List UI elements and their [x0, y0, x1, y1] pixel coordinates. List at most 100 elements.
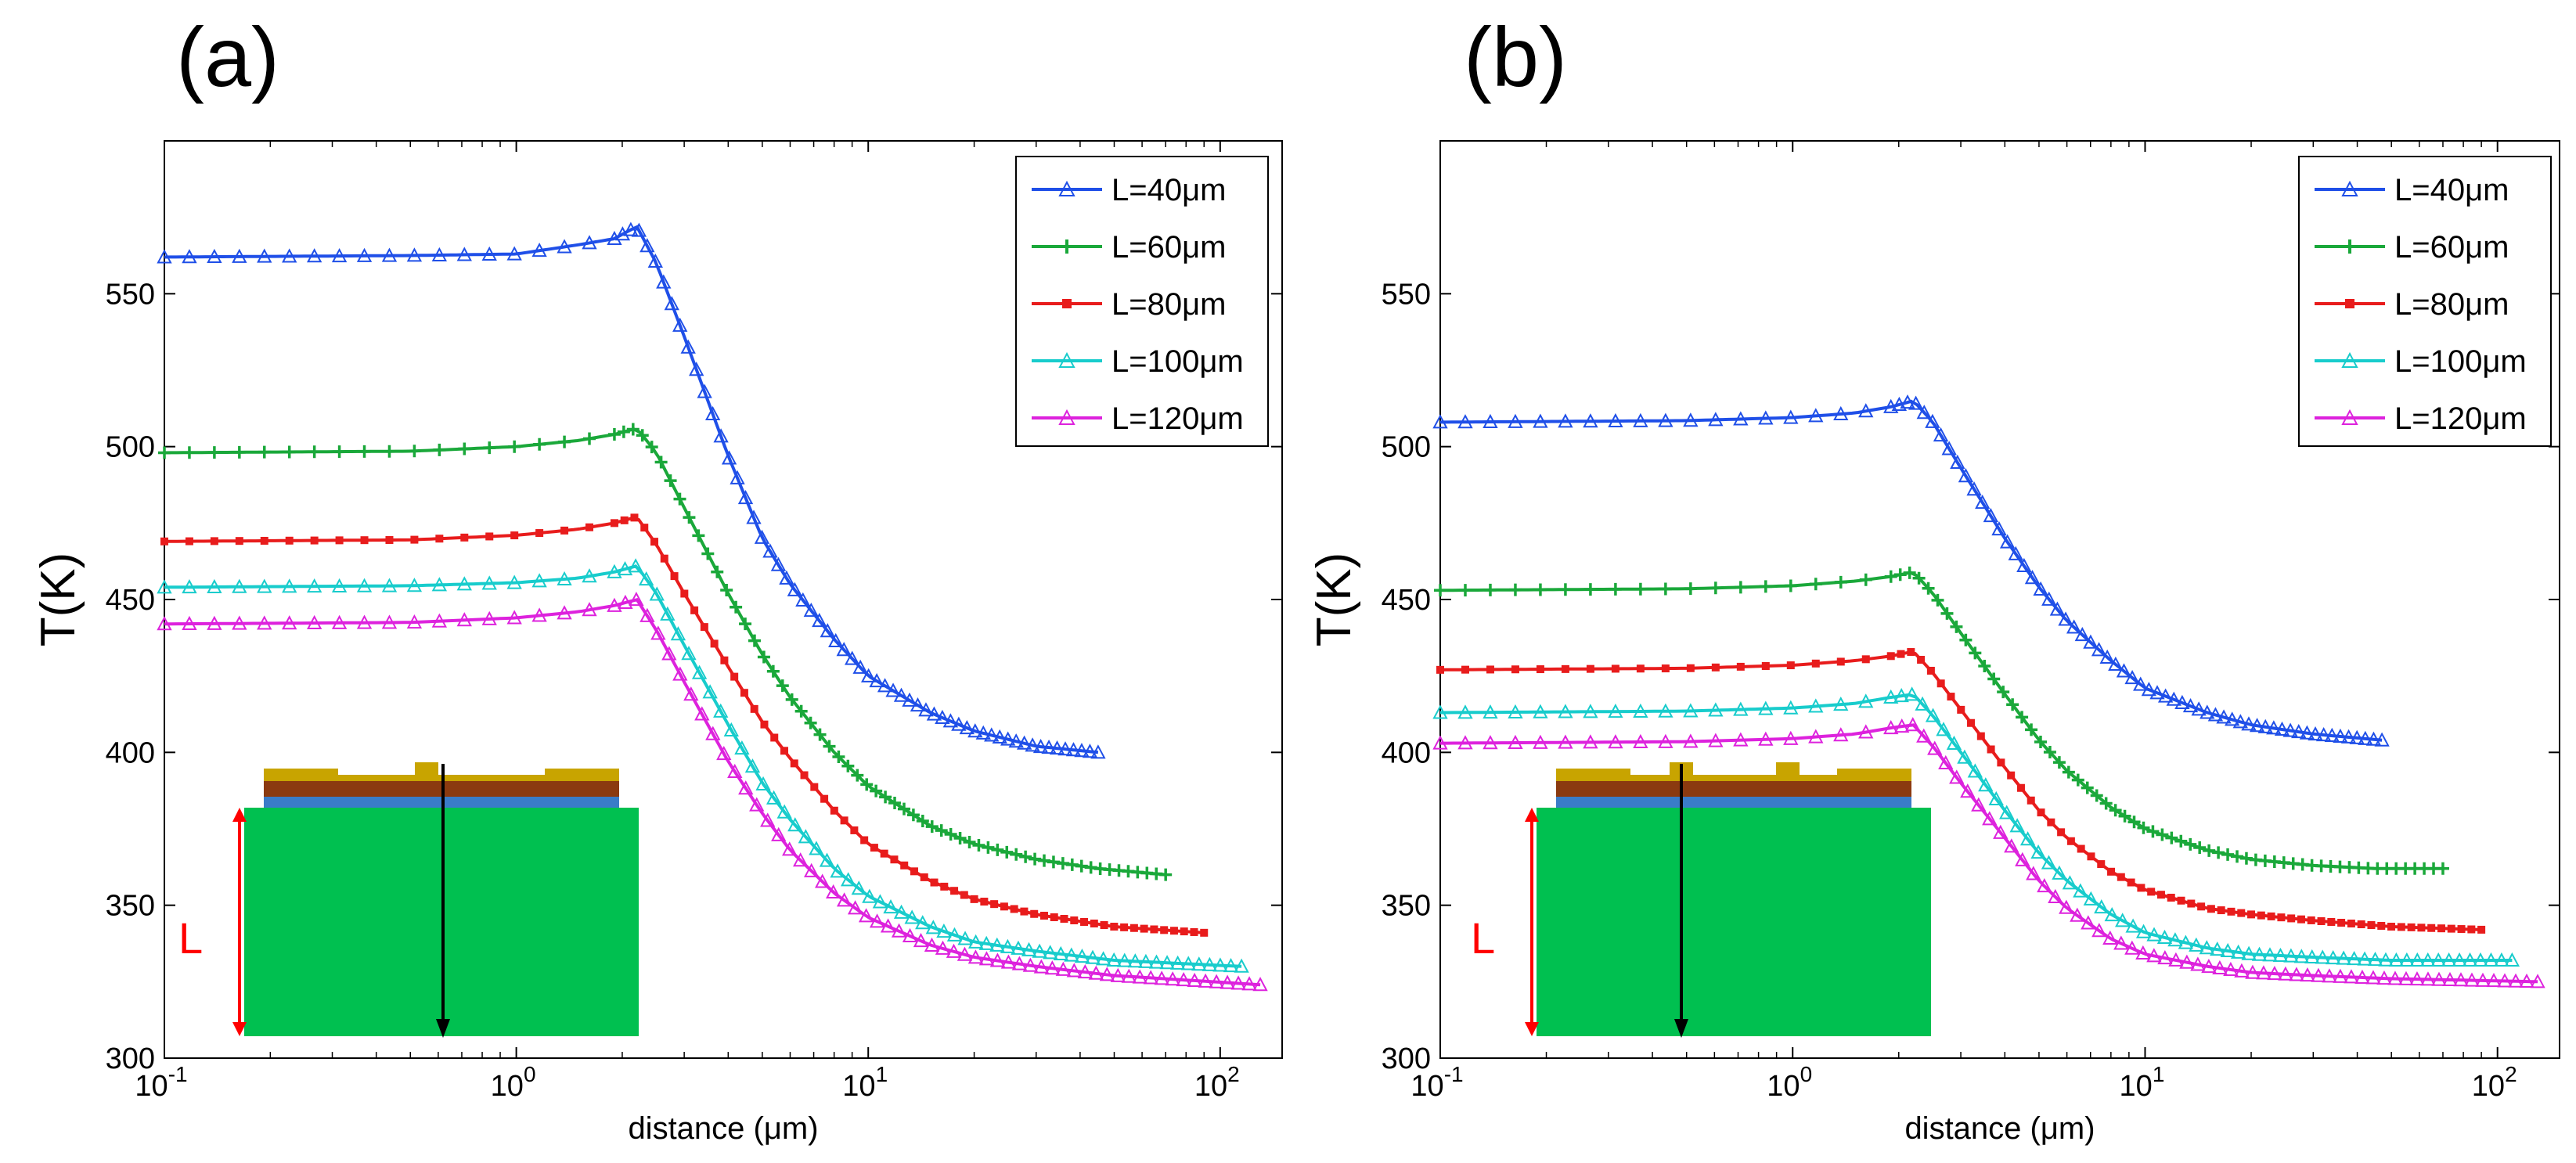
p0-series-marker — [716, 745, 732, 761]
p0-series-marker — [1053, 945, 1068, 960]
p0-series-marker — [639, 607, 655, 622]
p0-series-marker — [1110, 922, 1119, 931]
p0-series-marker — [535, 529, 544, 538]
p0-series-marker — [531, 573, 547, 588]
p0-legend-label: L=60μm — [1111, 230, 1226, 265]
p1-y-tick-label: 550 — [1382, 278, 1431, 311]
p0-legend-marker — [1058, 409, 1075, 425]
p0-series-marker — [953, 832, 967, 845]
p0-series-marker — [381, 247, 398, 262]
p0-series-marker — [810, 783, 819, 791]
p0-legend-marker — [1060, 239, 1074, 254]
p0-series-marker — [257, 248, 272, 263]
p0-series-marker — [1106, 952, 1122, 967]
p1-series-marker — [1508, 734, 1523, 750]
p0-series-marker — [431, 613, 448, 628]
p0-series-marker — [1200, 928, 1209, 937]
p1-series-marker — [2156, 828, 2169, 841]
p1-series-marker — [1533, 413, 1548, 428]
p1-series-marker — [2530, 974, 2545, 988]
p0-series-marker — [950, 887, 959, 895]
p1-series-marker — [2073, 883, 2088, 898]
p1-inset-l-arrowhead-bottom — [1525, 1022, 1539, 1036]
p1-series-marker — [1434, 584, 1447, 597]
p1-series-marker — [2315, 726, 2332, 742]
p0-series-marker — [582, 602, 597, 617]
p1-series-marker — [1925, 708, 1941, 722]
p1-series-marker — [2249, 718, 2265, 733]
p1-series-marker — [2262, 947, 2278, 962]
p0-series-marker — [306, 614, 322, 630]
p1-series-marker — [1936, 722, 1951, 736]
p0-series-marker — [1057, 741, 1073, 756]
p0-series-marker — [360, 536, 369, 545]
p1-series-marker — [2486, 973, 2502, 988]
p1-series-marker — [2227, 907, 2236, 916]
p0-series-marker — [630, 513, 639, 522]
p0-series-marker — [787, 817, 803, 832]
p0-series-marker — [1021, 942, 1037, 956]
p0-series-marker — [746, 509, 762, 524]
p1-series-marker — [2241, 716, 2257, 731]
p1-series-marker — [2293, 949, 2310, 963]
p1-series-marker — [1969, 646, 1982, 660]
p0-series-marker — [1000, 731, 1016, 746]
p1-series-marker — [2141, 682, 2157, 697]
p1-series-marker — [2146, 927, 2162, 942]
p1-series-marker — [2365, 970, 2381, 985]
p0-series-marker — [506, 246, 522, 261]
p1-x-tick-label: 10-1 — [1410, 1062, 1463, 1103]
p1-series-marker — [1833, 727, 1849, 742]
p1-series-marker — [2052, 756, 2066, 769]
p0-series-marker — [1047, 855, 1060, 869]
p1-series-marker — [2207, 905, 2215, 913]
p0-series-marker — [701, 547, 715, 560]
p1-series-marker — [2124, 940, 2140, 955]
p0-series-marker — [531, 243, 547, 257]
p1-series-marker — [2304, 949, 2320, 964]
p0-series-marker — [862, 888, 877, 903]
p0-series-marker — [879, 790, 892, 804]
p1-series-marker — [1558, 734, 1573, 749]
p0-series-marker — [727, 763, 743, 778]
p0-series-marker — [877, 678, 893, 693]
p1-series-marker — [2453, 972, 2469, 987]
p1-series-marker — [1483, 583, 1497, 596]
p0-series-marker — [1019, 850, 1032, 863]
p0-series-3 — [157, 558, 1249, 973]
p0-legend-box — [1015, 156, 1269, 447]
p1-series-marker — [2009, 818, 2025, 833]
p1-series-marker — [2398, 970, 2414, 985]
p1-series-marker — [2047, 818, 2055, 826]
p0-series-marker — [385, 535, 394, 544]
p1-series-marker — [2397, 923, 2405, 931]
p0-series-marker — [1077, 964, 1093, 979]
p1-series-marker — [1927, 740, 1943, 755]
p0-series-marker — [984, 727, 1000, 742]
p0-series-marker — [1252, 977, 1268, 992]
p1-series-marker — [1904, 686, 1920, 701]
p1-series-marker — [2297, 915, 2305, 924]
p1-series-marker — [1457, 704, 1473, 719]
p0-series-marker — [1160, 926, 1169, 934]
p0-series-marker — [782, 841, 798, 856]
p0-series-marker — [869, 913, 885, 928]
p1-series-marker — [2156, 929, 2173, 944]
p1-legend-label: L=40μm — [2394, 173, 2509, 207]
p1-series-marker — [2417, 924, 2426, 932]
p0-series-marker — [841, 872, 856, 887]
p0-series-marker — [1075, 859, 1088, 873]
p0-series-marker — [721, 450, 737, 465]
p1-series-marker — [1708, 702, 1724, 717]
p0-series-marker — [331, 578, 348, 592]
p0-series-marker — [847, 900, 863, 915]
p0-series-marker — [306, 248, 322, 263]
p1-series-marker — [1912, 571, 1926, 585]
p0-series-marker — [1129, 924, 1138, 932]
p1-series-marker — [2494, 952, 2509, 967]
p0-series-marker — [610, 519, 618, 527]
p0-series-marker — [990, 900, 999, 909]
p1-series-marker — [1683, 703, 1699, 718]
p0-series-marker — [989, 937, 1005, 952]
p1-series-marker — [1950, 620, 1963, 633]
